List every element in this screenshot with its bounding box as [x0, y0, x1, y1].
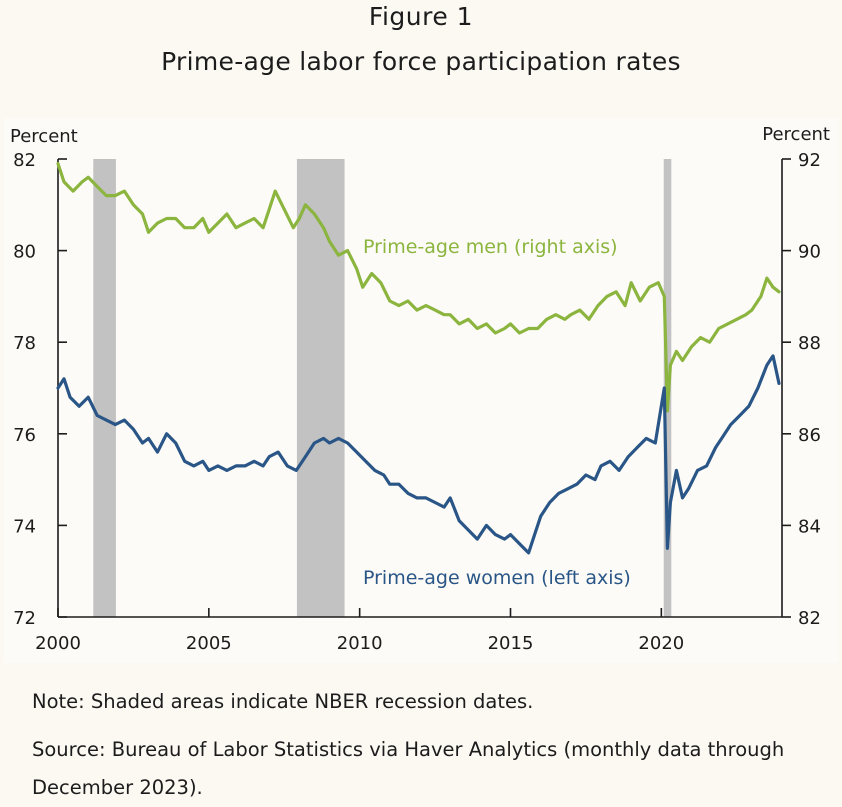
- x-tick-label: 2020: [638, 633, 684, 654]
- x-tick-label: 2015: [488, 633, 534, 654]
- chart-note: Note: Shaded areas indicate NBER recessi…: [32, 690, 534, 713]
- left-tick-label: 74: [13, 516, 36, 537]
- figure-label: Figure 1: [368, 2, 474, 31]
- chart-title: Prime-age labor force participation rate…: [161, 47, 681, 76]
- chart-source: Source: Bureau of Labor Statistics via H…: [32, 738, 785, 799]
- left-tick-label: 80: [13, 242, 36, 263]
- left-axis-label: Percent: [10, 126, 78, 147]
- right-tick-label: 92: [798, 150, 821, 171]
- line-chart: 72 74 76 78 80 82 82 84 86 88 90 92 Percent Percent 20…: [10, 124, 830, 654]
- left-tick-label: 72: [13, 608, 36, 629]
- right-tick-label: 86: [798, 425, 821, 446]
- left-tick-label: 82: [13, 150, 36, 171]
- x-tick-label: 2005: [186, 633, 232, 654]
- chart-panel: 72 74 76 78 80 82 82 84 86 88 90 92 Percent Percent 20…: [4, 118, 838, 663]
- right-tick-label: 88: [798, 333, 821, 354]
- right-axis-label: Percent: [762, 124, 830, 145]
- right-tick-label: 84: [798, 516, 821, 537]
- women-series-line: [56, 354, 781, 555]
- men-series-label: Prime-age men (right axis): [363, 236, 618, 258]
- left-tick-label: 78: [13, 333, 36, 354]
- women-series-label: Prime-age women (left axis): [363, 567, 631, 589]
- left-tick-label: 76: [13, 425, 36, 446]
- x-tick-label: 2010: [337, 633, 383, 654]
- men-series-line: [56, 161, 781, 413]
- recession-band-0: [93, 159, 116, 617]
- x-tick-label: 2000: [35, 633, 81, 654]
- right-tick-label: 82: [798, 608, 821, 629]
- recession-band-1: [296, 159, 345, 617]
- right-tick-label: 90: [798, 242, 821, 263]
